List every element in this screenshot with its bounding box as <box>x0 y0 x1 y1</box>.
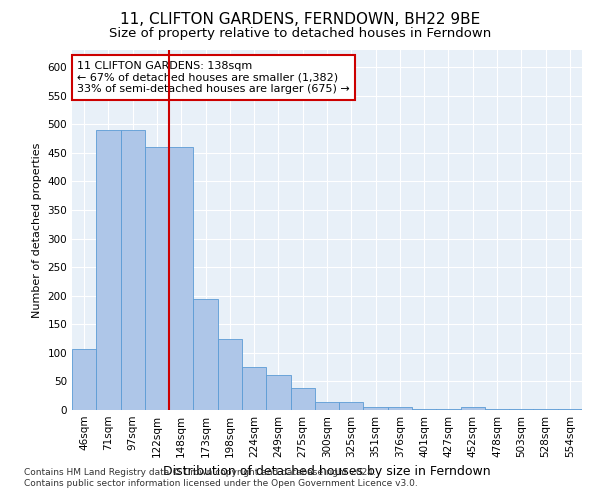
Bar <box>388 407 412 410</box>
Bar <box>193 298 218 410</box>
Bar <box>315 402 339 410</box>
Bar <box>461 407 485 410</box>
Bar <box>242 367 266 410</box>
Bar <box>290 388 315 410</box>
Bar <box>145 147 169 410</box>
Bar <box>558 409 582 410</box>
Bar <box>96 130 121 410</box>
Y-axis label: Number of detached properties: Number of detached properties <box>32 142 42 318</box>
Text: 11, CLIFTON GARDENS, FERNDOWN, BH22 9BE: 11, CLIFTON GARDENS, FERNDOWN, BH22 9BE <box>120 12 480 28</box>
Bar <box>72 349 96 410</box>
Bar <box>169 147 193 410</box>
Bar <box>339 402 364 410</box>
Bar <box>533 409 558 410</box>
Bar <box>364 407 388 410</box>
Text: Contains HM Land Registry data © Crown copyright and database right 2024.
Contai: Contains HM Land Registry data © Crown c… <box>24 468 418 487</box>
Bar <box>485 409 509 410</box>
Bar <box>436 409 461 410</box>
Bar <box>412 409 436 410</box>
Text: 11 CLIFTON GARDENS: 138sqm
← 67% of detached houses are smaller (1,382)
33% of s: 11 CLIFTON GARDENS: 138sqm ← 67% of deta… <box>77 61 350 94</box>
Bar <box>218 338 242 410</box>
Text: Size of property relative to detached houses in Ferndown: Size of property relative to detached ho… <box>109 28 491 40</box>
Bar <box>509 409 533 410</box>
Bar <box>266 374 290 410</box>
X-axis label: Distribution of detached houses by size in Ferndown: Distribution of detached houses by size … <box>163 466 491 478</box>
Bar <box>121 130 145 410</box>
